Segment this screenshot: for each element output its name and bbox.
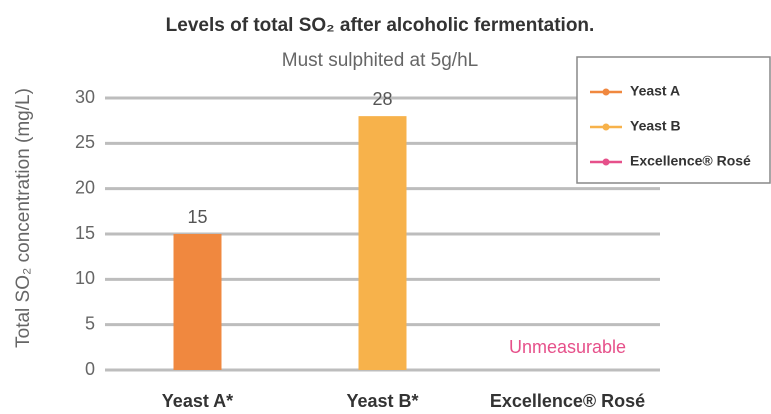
value-label: 15 bbox=[187, 207, 207, 227]
legend-label: Yeast A bbox=[630, 83, 680, 99]
x-tick-label: Excellence® Rosé bbox=[490, 391, 645, 411]
value-label: 28 bbox=[372, 89, 392, 109]
x-tick-label: Yeast A* bbox=[162, 391, 233, 411]
y-tick-label: 20 bbox=[75, 177, 95, 197]
legend-dot bbox=[602, 88, 610, 96]
bar bbox=[173, 234, 222, 370]
y-axis-label: Total SO₂ concentration (mg/L) bbox=[13, 88, 34, 348]
y-tick-label: 10 bbox=[75, 268, 95, 288]
chart-title: Levels of total SO₂ after alcoholic ferm… bbox=[166, 15, 595, 36]
y-tick-label: 25 bbox=[75, 132, 95, 152]
y-tick-label: 30 bbox=[75, 87, 95, 107]
bar bbox=[358, 116, 407, 370]
annotation: Unmeasurable bbox=[509, 337, 626, 357]
legend-label: Yeast B bbox=[630, 118, 681, 134]
legend-dot bbox=[602, 123, 610, 131]
chart-subtitle: Must sulphited at 5g/hL bbox=[282, 50, 478, 71]
x-tick-label: Yeast B* bbox=[346, 391, 418, 411]
y-tick-label: 0 bbox=[85, 359, 95, 379]
legend-label: Excellence® Rosé bbox=[630, 153, 751, 169]
y-tick-label: 5 bbox=[85, 313, 95, 333]
y-tick-label: 15 bbox=[75, 223, 95, 243]
legend-dot bbox=[602, 158, 610, 166]
